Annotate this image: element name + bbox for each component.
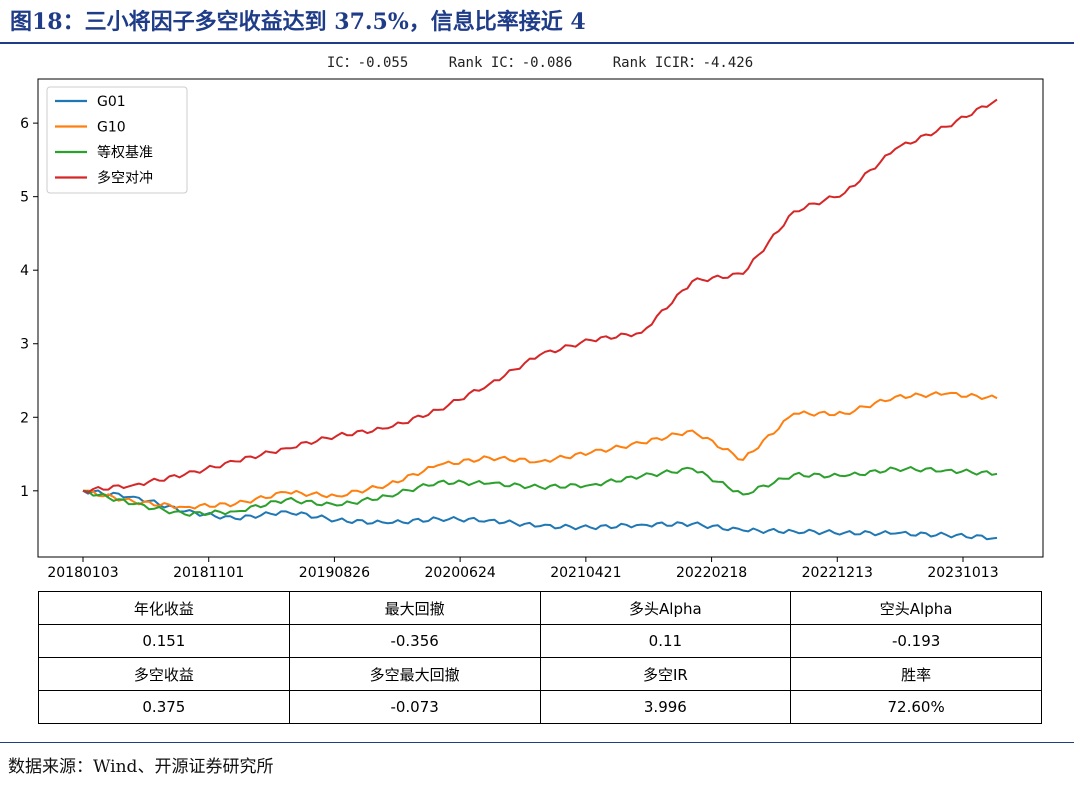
table-cell: 多空最大回撤 — [288, 657, 541, 691]
x-tick-label: 20190826 — [299, 565, 370, 581]
x-tick-label: 20221213 — [802, 565, 873, 581]
table-cell: 3.996 — [539, 690, 792, 724]
table-cell: 年化收益 — [38, 591, 290, 625]
table-cell: -0.193 — [790, 624, 1042, 658]
table-cell: 最大回撤 — [288, 591, 541, 625]
series-line-3 — [82, 466, 998, 517]
table-cell: -0.073 — [288, 690, 541, 724]
source-divider — [0, 742, 1074, 743]
ic-stats-line: IC：-0.055 Rank IC：-0.086 Rank ICIR：-4.42… — [0, 52, 1080, 72]
series-line-4 — [82, 98, 998, 494]
table-cell: 0.11 — [539, 624, 792, 658]
table-cell: 胜率 — [790, 657, 1042, 691]
legend-label: 等权基准 — [97, 144, 153, 161]
cumulative-return-chart: 1 2 3 4 5 6 20180103 20181101 20190826 20200624 20… — [20, 78, 1044, 581]
table-row: 年化收益 最大回撤 多头Alpha 空头Alpha — [38, 591, 1042, 625]
table-cell: 多空IR — [539, 657, 792, 691]
rank-ic-value: Rank IC：-0.086 — [448, 55, 573, 71]
x-tick-label: 20200624 — [425, 565, 496, 581]
x-tick-label: 20210421 — [550, 565, 621, 581]
x-tick-label: 20180103 — [47, 565, 118, 581]
rank-icir-value: Rank ICIR：-4.426 — [612, 55, 754, 71]
y-tick-label: 6 — [20, 116, 29, 132]
x-tick-label: 20181101 — [173, 565, 244, 581]
table-cell: 72.60% — [790, 690, 1042, 724]
y-tick-label: 4 — [20, 263, 29, 279]
plot-frame — [37, 78, 1044, 558]
y-tick-label: 3 — [20, 337, 29, 353]
title-divider — [0, 42, 1074, 44]
legend-label: G01 — [97, 94, 126, 110]
x-tick-label: 20220218 — [676, 565, 747, 581]
table-row: 0.375 -0.073 3.996 72.60% — [38, 690, 1042, 724]
y-tick-label: 5 — [20, 190, 29, 206]
table-row: 多空收益 多空最大回撤 多空IR 胜率 — [38, 657, 1042, 691]
table-cell: 0.375 — [38, 690, 290, 724]
legend-box — [46, 86, 188, 194]
series-line-2 — [82, 391, 998, 510]
legend-label: 多空对冲 — [97, 170, 153, 187]
source-note: 数据来源：Wind、开源证券研究所 — [8, 757, 274, 777]
ic-value: IC：-0.055 — [326, 55, 409, 71]
table-cell: 多空收益 — [38, 657, 290, 691]
table-cell: -0.356 — [288, 624, 541, 658]
x-tick-label: 20231013 — [927, 565, 998, 581]
legend-label: G10 — [97, 120, 126, 136]
table-cell: 多头Alpha — [539, 591, 792, 625]
y-tick-label: 2 — [20, 410, 29, 426]
table-cell: 0.151 — [38, 624, 290, 658]
table-row: 0.151 -0.356 0.11 -0.193 — [38, 624, 1042, 658]
series-line-1 — [82, 489, 998, 541]
figure-title: 图18：三小将因子多空收益达到 37.5%，信息比率接近 4 — [10, 9, 586, 35]
metrics-table: 年化收益 最大回撤 多头Alpha 空头Alpha 0.151 -0.356 0… — [38, 591, 1042, 724]
y-tick-label: 1 — [20, 484, 29, 500]
table-cell: 空头Alpha — [790, 591, 1042, 625]
